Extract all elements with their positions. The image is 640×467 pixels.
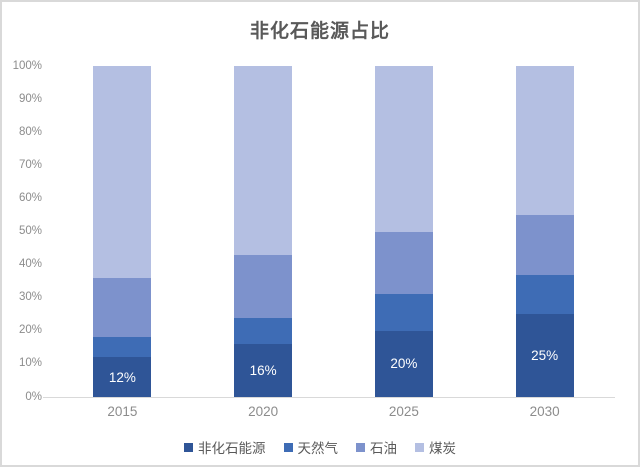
legend-swatch	[283, 442, 293, 452]
legend-label: 非化石能源	[198, 441, 266, 456]
x-axis-line	[43, 397, 615, 398]
y-axis-tick-label: 50%	[18, 225, 42, 237]
y-axis-tick-label: 40%	[18, 258, 42, 271]
x-axis-label: 2030	[529, 404, 560, 419]
bar-segment: 12%	[93, 357, 152, 397]
chart-legend: 非化石能源 天然气 石油 煤炭	[2, 437, 638, 457]
legend-swatch	[184, 442, 193, 452]
bar-data-label: 25%	[531, 348, 559, 364]
x-axis-labels: 2015 2020 2025 2030	[52, 404, 615, 419]
bar-segment	[234, 317, 293, 345]
x-axis-label: 2015	[107, 404, 138, 419]
bar-2020: 16%	[234, 66, 293, 397]
legend-item: 石油	[356, 437, 397, 457]
x-axis-label: 2025	[388, 404, 419, 419]
legend-item: 非化石能源	[184, 437, 266, 457]
y-axis-tick-label: 60%	[18, 191, 42, 204]
legend-label: 石油	[370, 441, 397, 456]
plot-area: 12% 16% 20% 25%	[52, 66, 615, 397]
x-axis-label: 2020	[248, 404, 279, 419]
y-axis-tick-label: 90%	[18, 92, 42, 105]
legend-label: 天然气	[297, 441, 339, 456]
bar-data-label: 12%	[108, 369, 136, 385]
bar-data-label: 16%	[249, 363, 277, 379]
bar-segment	[515, 214, 574, 275]
y-axis-tick-label: 0%	[25, 390, 42, 403]
bar-segment	[515, 274, 574, 315]
legend-item: 天然气	[283, 437, 339, 457]
y-axis-tick-label: 30%	[18, 291, 42, 304]
bar-2015: 12%	[93, 66, 152, 397]
y-axis-tick-label: 100%	[12, 59, 42, 72]
bar-2025: 20%	[374, 66, 433, 397]
y-axis: 0% 10% 20% 30% 40% 50% 60% 70% 80% 90% 100%	[2, 60, 46, 403]
bar-segment	[515, 66, 574, 215]
bar-segment	[234, 66, 293, 255]
y-axis-tick-label: 80%	[18, 125, 42, 138]
bar-segment	[374, 294, 433, 331]
y-axis-tick-label: 20%	[18, 324, 42, 337]
legend-swatch	[415, 442, 424, 452]
legend-item: 煤炭	[415, 437, 456, 457]
bar-segment	[93, 337, 152, 358]
y-axis-tick-label: 70%	[18, 158, 42, 171]
y-axis-tick-label: 10%	[18, 357, 42, 370]
bar-segment	[93, 66, 152, 278]
bar-segment	[93, 277, 152, 338]
legend-swatch	[356, 442, 365, 452]
bar-segment	[374, 231, 433, 295]
bar-2030: 25%	[515, 66, 574, 397]
bar-segment: 25%	[515, 314, 574, 397]
bar-segment: 20%	[374, 330, 433, 397]
bar-data-label: 20%	[390, 356, 418, 372]
legend-label: 煤炭	[429, 441, 456, 456]
bar-segment	[234, 254, 293, 318]
chart-title: 非化石能源占比	[249, 21, 390, 42]
bar-segment	[374, 66, 433, 232]
bar-segment: 16%	[234, 344, 293, 397]
